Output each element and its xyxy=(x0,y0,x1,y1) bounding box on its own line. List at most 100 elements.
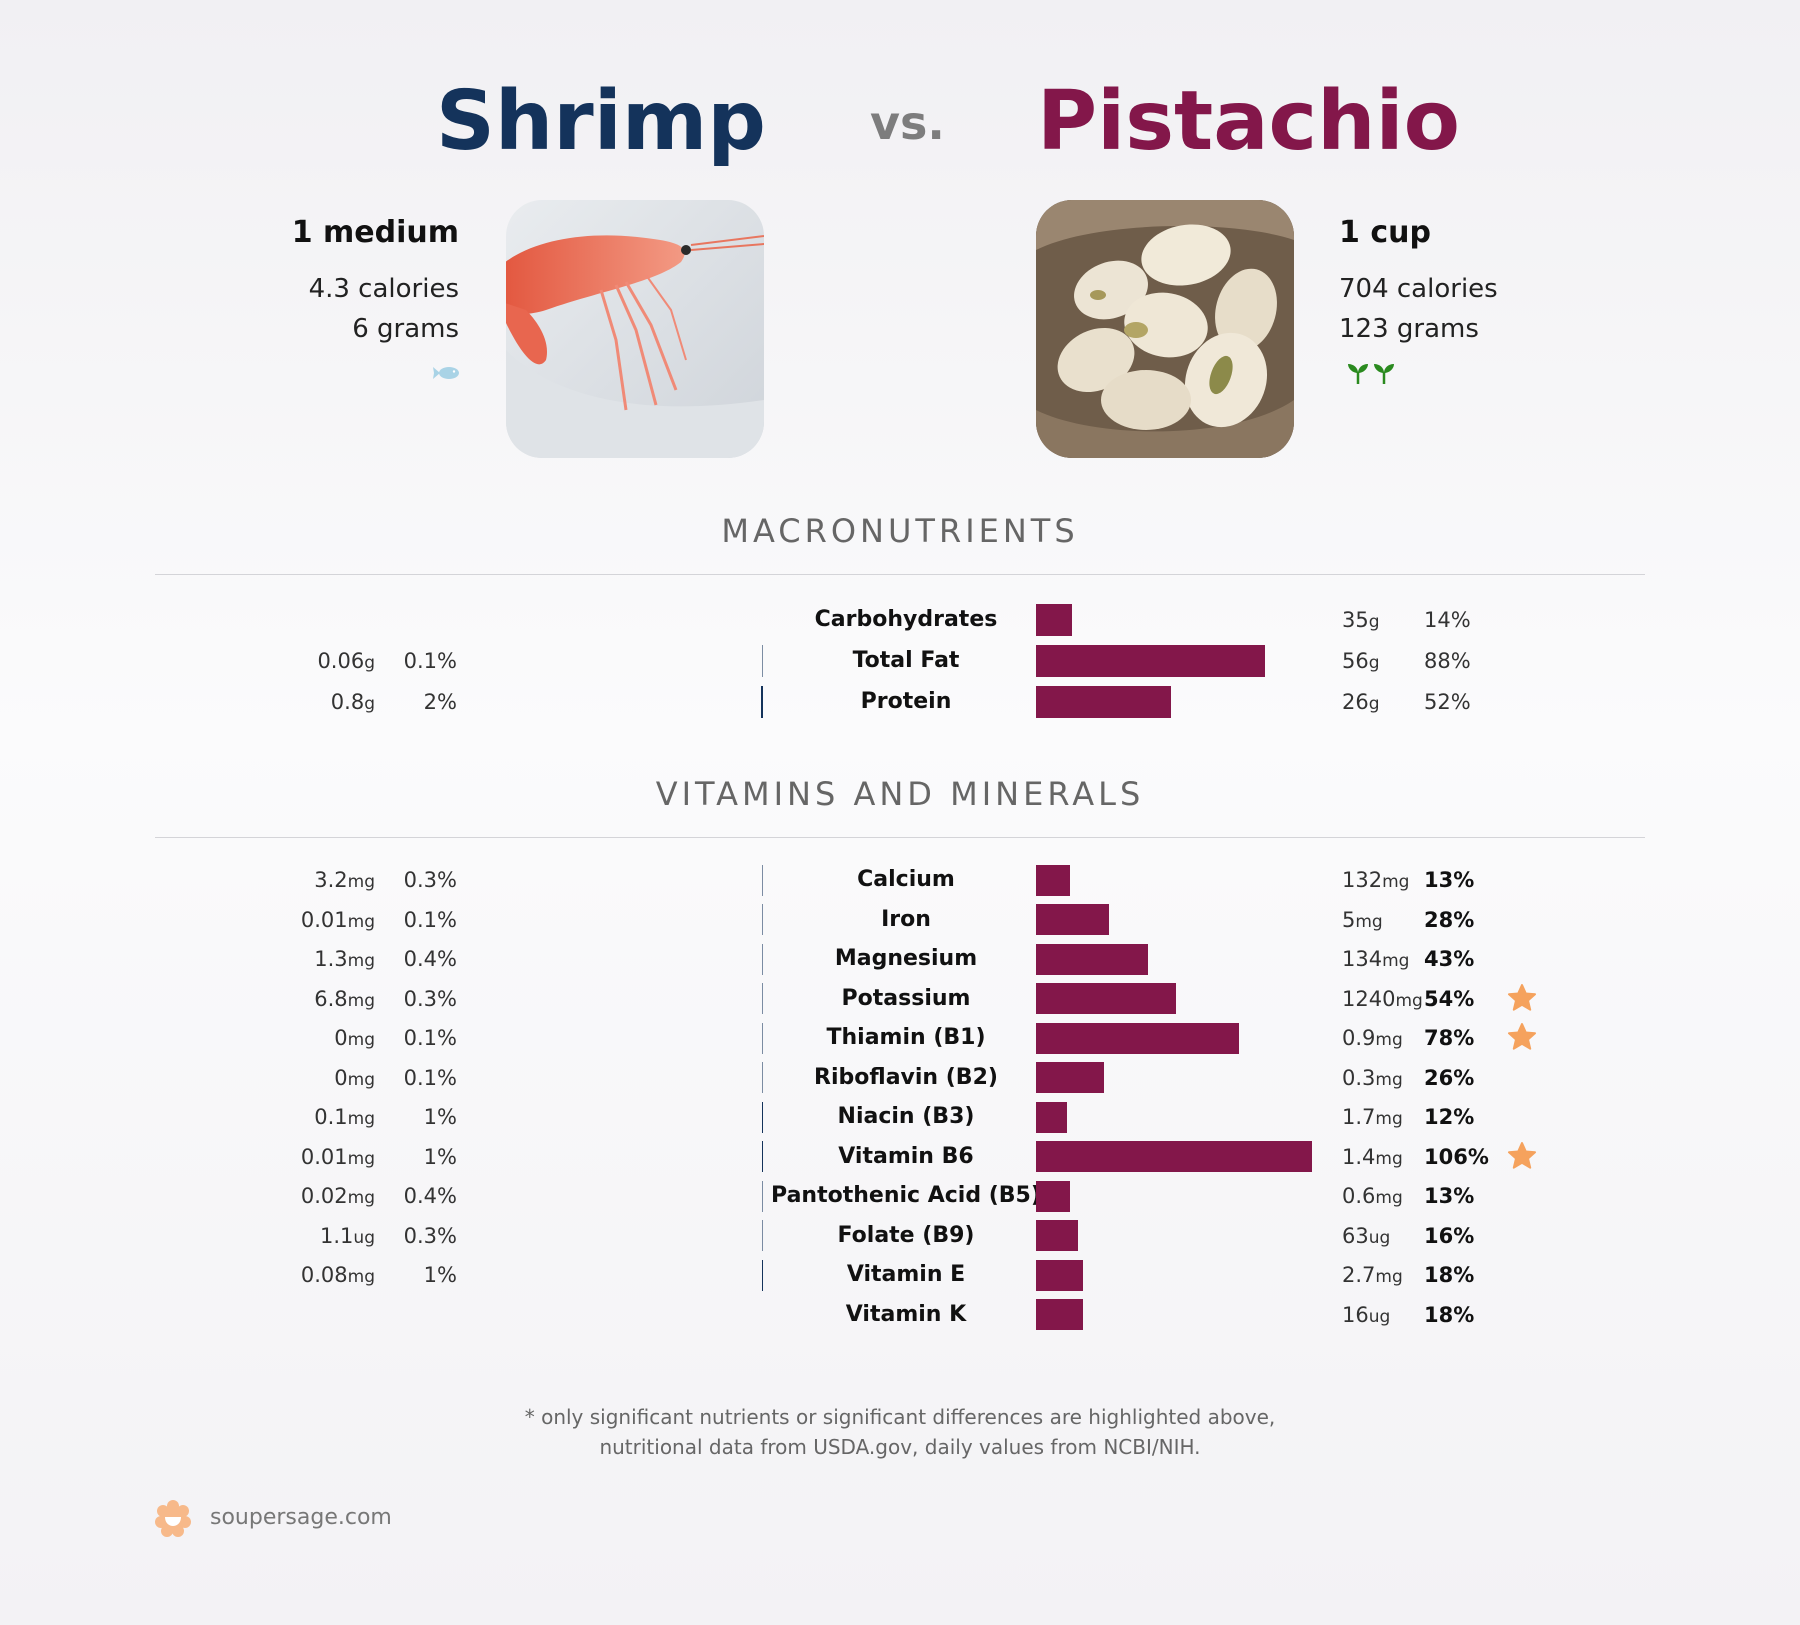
shrimp-pct-calcium: 0.3% xyxy=(403,868,457,892)
pistachio-amount-folate-b9-number: 63 xyxy=(1342,1223,1369,1248)
pistachio-bar-potassium xyxy=(1036,983,1177,1014)
macronutrients-heading: MACRONUTRIENTS xyxy=(721,512,1079,550)
shrimp-amount-iron-number: 0.01 xyxy=(300,907,348,932)
left-serving-size: 1 medium xyxy=(291,215,459,250)
pistachio-pct-thiamin-b1: 78% xyxy=(1424,1026,1475,1050)
shrimp-pct-pantothenic-acid-b5: 0.4% xyxy=(403,1184,457,1208)
shrimp-pct-total-fat: 0.1% xyxy=(403,649,457,673)
pistachio-pct-iron: 28% xyxy=(1424,907,1475,932)
pistachio-bar-iron xyxy=(1036,904,1109,935)
nutrient-label-potassium: Potassium xyxy=(841,985,971,1011)
pistachio-pct-folate-b9: 16% xyxy=(1424,1223,1475,1248)
shrimp-bar-folate-b9 xyxy=(762,1220,763,1251)
pistachio-pct-vitamin-e: 18% xyxy=(1424,1263,1475,1287)
shrimp-amount-iron: 0.01mg xyxy=(301,906,375,936)
nutrient-label-folate-b9: Folate (B9) xyxy=(837,1222,975,1248)
shrimp-amount-total-fat-number: 0.06 xyxy=(317,649,365,673)
right-grams: 123 grams xyxy=(1339,314,1479,344)
pistachio-amount-vitamin-k: 16ug xyxy=(1342,1301,1390,1331)
shrimp-amount-protein-number: 0.8 xyxy=(330,690,365,714)
pistachio-amount-magnesium: 134mg xyxy=(1342,945,1409,975)
nutrient-label-magnesium: Magnesium xyxy=(834,946,978,971)
shrimp-amount-thiamin-b1: 0mg xyxy=(334,1024,375,1054)
pistachio-amount-pantothenic-acid-b5-number: 0.6 xyxy=(1342,1184,1376,1208)
shrimp-amount-iron-unit: mg xyxy=(347,911,375,932)
shrimp-amount-riboflavin-b2-number: 0 xyxy=(334,1065,348,1090)
shrimp-amount-potassium-number: 6.8 xyxy=(314,986,348,1011)
footnote-line-2: nutritional data from USDA.gov, daily va… xyxy=(599,1435,1201,1459)
pistachio-pct-total-fat: 88% xyxy=(1424,649,1471,673)
pistachio-amount-carbohydrates-unit: g xyxy=(1368,612,1380,632)
shrimp-amount-calcium: 3.2mg xyxy=(314,866,375,896)
pistachio-amount-vitamin-k-number: 16 xyxy=(1342,1302,1369,1327)
pistachio-amount-iron: 5mg xyxy=(1342,906,1383,936)
shrimp-bar-vitamin-e xyxy=(762,1259,763,1291)
shrimp-pct-riboflavin-b2: 0.1% xyxy=(403,1065,457,1090)
nutrient-label-iron: Iron xyxy=(881,906,931,932)
pistachio-pct-vitamin-k: 18% xyxy=(1424,1302,1475,1327)
star-icon xyxy=(1507,1141,1537,1171)
pistachio-amount-carbohydrates: 35g xyxy=(1342,606,1380,636)
shrimp-amount-folate-b9: 1.1ug xyxy=(320,1222,375,1252)
pistachio-amount-vitamin-e-number: 2.7 xyxy=(1342,1263,1376,1287)
shrimp-pct-thiamin-b1: 0.1% xyxy=(403,1026,457,1050)
shrimp-amount-pantothenic-acid-b5-unit: mg xyxy=(347,1188,375,1208)
soupersage-logo-icon xyxy=(154,1499,192,1537)
shrimp-bar-iron xyxy=(762,904,763,935)
pistachio-amount-pantothenic-acid-b5: 0.6mg xyxy=(1342,1182,1403,1212)
pistachio-bar-total-fat xyxy=(1036,645,1265,677)
nutrient-label-pantothenic-acid-b5: Pantothenic Acid (B5) xyxy=(771,1183,1041,1208)
pistachio-amount-vitamin-b6: 1.4mg xyxy=(1342,1143,1403,1173)
shrimp-pct-potassium: 0.3% xyxy=(403,986,457,1011)
pistachio-amount-riboflavin-b2-number: 0.3 xyxy=(1342,1065,1376,1090)
pistachio-amount-total-fat: 56g xyxy=(1342,647,1380,677)
shrimp-amount-potassium-unit: mg xyxy=(347,990,375,1011)
nutrient-label-niacin-b3: Niacin (B3) xyxy=(837,1104,975,1129)
shrimp-bar-potassium xyxy=(762,983,763,1014)
pistachio-bar-vitamin-k xyxy=(1036,1299,1083,1330)
shrimp-pct-niacin-b3: 1% xyxy=(423,1105,457,1129)
shrimp-amount-vitamin-e-unit: mg xyxy=(347,1267,375,1287)
shrimp-pct-folate-b9: 0.3% xyxy=(403,1223,457,1248)
pistachio-pct-vitamin-b6: 106% xyxy=(1424,1144,1489,1169)
shrimp-bar-total-fat xyxy=(762,645,763,677)
shrimp-amount-niacin-b3-number: 0.1 xyxy=(314,1105,348,1129)
shrimp-amount-riboflavin-b2: 0mg xyxy=(334,1064,375,1094)
nutrient-label-vitamin-e: Vitamin E xyxy=(846,1262,966,1287)
vitamins-heading: VITAMINS AND MINERALS xyxy=(655,775,1145,813)
shrimp-amount-pantothenic-acid-b5-number: 0.02 xyxy=(300,1184,348,1208)
pistachio-amount-vitamin-k-unit: ug xyxy=(1368,1306,1391,1327)
fish-icon xyxy=(432,362,462,384)
pistachio-pct-calcium: 13% xyxy=(1424,868,1475,892)
pistachio-amount-folate-b9-unit: ug xyxy=(1368,1227,1391,1248)
star-icon xyxy=(1507,983,1537,1013)
nutrient-label-calcium: Calcium xyxy=(857,867,955,892)
shrimp-bar-niacin-b3 xyxy=(762,1101,763,1133)
pistachio-amount-thiamin-b1-number: 0.9 xyxy=(1342,1026,1376,1050)
shrimp-amount-total-fat-unit: g xyxy=(364,653,375,673)
nutrient-label-total-fat: Total Fat xyxy=(852,648,960,673)
left-grams: 6 grams xyxy=(352,314,459,344)
pistachio-amount-niacin-b3-unit: mg xyxy=(1375,1109,1403,1129)
shrimp-amount-potassium: 6.8mg xyxy=(314,985,375,1015)
nutrient-label-thiamin-b1: Thiamin (B1) xyxy=(826,1025,986,1050)
pistachio-pct-potassium: 54% xyxy=(1424,986,1475,1011)
pistachio-amount-vitamin-e: 2.7mg xyxy=(1342,1261,1403,1291)
nutrient-label-vitamin-k: Vitamin K xyxy=(845,1301,967,1327)
pistachio-amount-vitamin-b6-unit: mg xyxy=(1375,1148,1403,1169)
pistachio-bar-protein xyxy=(1036,686,1172,718)
pistachio-amount-niacin-b3: 1.7mg xyxy=(1342,1103,1403,1133)
pistachio-amount-riboflavin-b2: 0.3mg xyxy=(1342,1064,1403,1094)
pistachio-amount-calcium-number: 132 xyxy=(1342,868,1383,892)
brand-link[interactable]: soupersage.com xyxy=(210,1505,392,1530)
shrimp-amount-calcium-number: 3.2 xyxy=(314,868,348,892)
shrimp-amount-niacin-b3: 0.1mg xyxy=(314,1103,375,1133)
pistachio-amount-iron-number: 5 xyxy=(1342,907,1356,932)
shrimp-amount-folate-b9-number: 1.1 xyxy=(320,1223,354,1248)
right-food-title: Pistachio xyxy=(1037,74,1460,169)
shrimp-amount-total-fat: 0.06g xyxy=(317,647,375,677)
pistachio-bar-carbohydrates xyxy=(1036,604,1073,636)
pistachio-bar-thiamin-b1 xyxy=(1036,1022,1239,1054)
pistachio-amount-calcium: 132mg xyxy=(1342,866,1409,896)
shrimp-amount-thiamin-b1-unit: mg xyxy=(347,1030,375,1050)
